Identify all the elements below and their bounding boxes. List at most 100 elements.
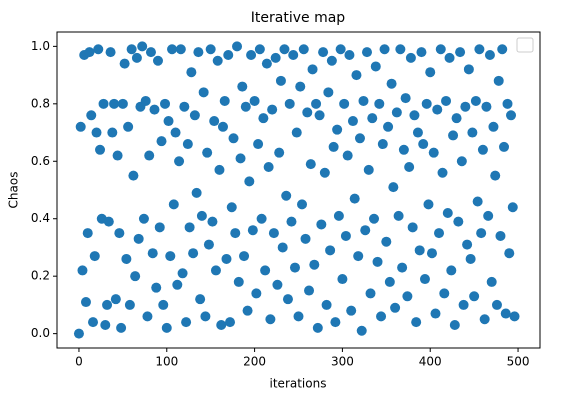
point [244,176,255,187]
y-tick-label: 1.0 [31,39,50,53]
y-tick-label: 0.6 [31,154,50,168]
point [462,239,473,250]
point [411,317,422,328]
point [488,121,499,132]
point [346,305,357,316]
point [426,248,437,259]
point [121,253,132,264]
point [152,55,163,66]
point [289,262,300,273]
point [230,228,241,239]
point [490,170,501,181]
point [130,271,141,282]
point [398,144,409,155]
point [261,58,272,69]
point [340,230,351,241]
point [500,308,511,319]
y-tick-label: 0.0 [31,326,50,340]
point [128,170,139,181]
point [225,317,236,328]
point [412,127,423,138]
point [265,314,276,325]
point [295,81,306,92]
point [456,156,467,167]
y-tick-label: 0.8 [31,96,50,110]
point [474,44,485,55]
point [351,70,362,81]
point [390,302,401,313]
point [374,98,385,109]
point [300,233,311,244]
point [232,41,243,52]
point [402,291,413,302]
point [393,210,404,221]
point [114,228,125,239]
point [253,139,264,150]
point [484,49,495,60]
point [279,44,290,55]
point [481,101,492,112]
point [109,98,120,109]
point [472,196,483,207]
point [247,225,258,236]
x-tick-label: 0 [75,355,83,369]
point [95,144,106,155]
point [144,150,155,161]
point [365,288,376,299]
point [191,187,202,198]
point [284,98,295,109]
point [170,127,181,138]
point [240,101,251,112]
point [449,320,460,331]
point [363,164,374,175]
point [233,276,244,287]
point [421,98,432,109]
point [379,44,390,55]
y-axis-label: Chaos [7,172,21,209]
point [419,274,430,285]
point [465,253,476,264]
point [486,276,497,287]
chart-title: Iterative map [251,10,346,26]
point [263,162,274,173]
point [151,282,162,293]
point [217,121,228,132]
point [323,87,334,98]
point [470,95,481,106]
point [186,67,197,78]
point [509,311,520,322]
point [195,294,206,305]
point [256,213,267,224]
point [235,153,246,164]
point [277,242,288,253]
point [216,320,227,331]
point [126,44,137,55]
point [228,133,239,144]
point [198,87,209,98]
point [339,98,350,109]
point [423,199,434,210]
point [318,47,329,58]
point [282,294,293,305]
point [369,213,380,224]
point [196,210,207,221]
point [207,216,218,227]
point [203,239,214,250]
point [391,107,402,118]
point [140,95,151,106]
point [270,52,281,63]
point [110,294,121,305]
point [483,210,494,221]
point [497,44,508,55]
point [356,325,367,336]
point [267,104,278,115]
point [441,95,452,106]
point [504,248,515,259]
point [384,276,395,287]
point [397,262,408,273]
point [168,199,179,210]
point [89,251,100,262]
point [349,193,360,204]
point [281,190,292,201]
point [442,207,453,218]
